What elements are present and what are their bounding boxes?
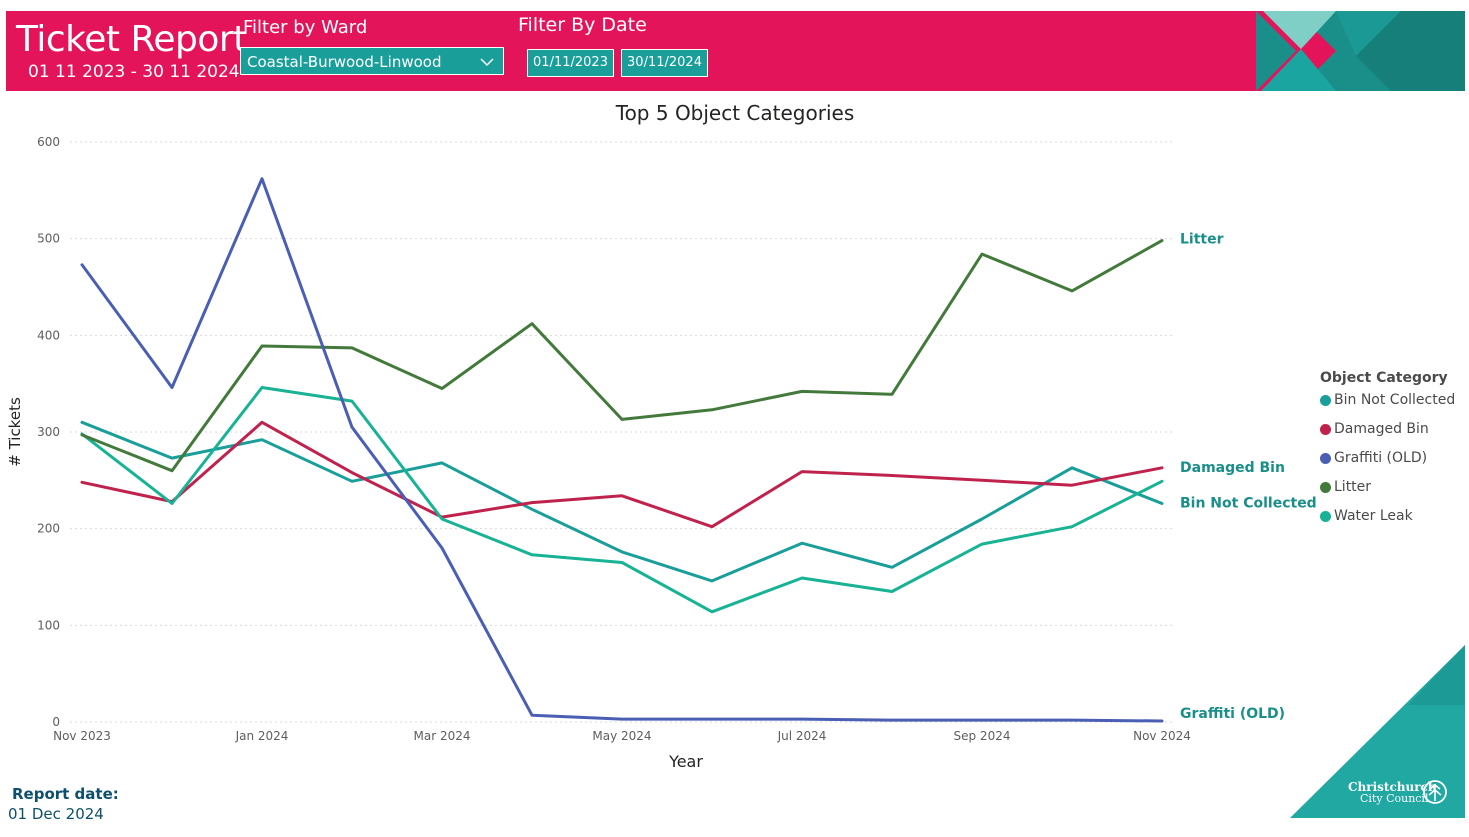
- header-banner: Ticket Report 01 11 2023 - 30 11 2024 Fi…: [6, 11, 1465, 91]
- legend-item-graffiti-old[interactable]: Graffiti (OLD): [1320, 450, 1465, 479]
- series-line-water-leak[interactable]: [80, 386, 1164, 614]
- legend-item-water-leak[interactable]: Water Leak: [1320, 508, 1465, 537]
- logo-text: City Council: [1360, 792, 1429, 805]
- y-tick-label: 400: [37, 328, 60, 342]
- report-date-label: Report date:: [12, 785, 119, 803]
- y-tick-label: 300: [37, 425, 60, 439]
- legend-item-bin-not-collected[interactable]: Bin Not Collected: [1320, 392, 1465, 421]
- x-axis-label: Year: [668, 752, 703, 771]
- legend-dot-icon: [1320, 424, 1331, 435]
- report-date-range: 01 11 2023 - 30 11 2024: [28, 62, 240, 82]
- logo-text: Christchurch: [1348, 780, 1437, 794]
- chart-legend: Object Category Bin Not Collected Damage…: [1320, 370, 1465, 537]
- x-tick-label: Sep 2024: [954, 729, 1011, 743]
- legend-dot-icon: [1320, 511, 1331, 522]
- start-date-input[interactable]: 01/11/2023: [527, 49, 614, 77]
- end-date-input[interactable]: 30/11/2024: [621, 49, 708, 77]
- series-end-label: Litter: [1180, 232, 1224, 248]
- legend-item-damaged-bin[interactable]: Damaged Bin: [1320, 421, 1465, 450]
- series-end-label: Damaged Bin: [1180, 460, 1285, 476]
- report-date-value: 01 Dec 2024: [8, 805, 104, 823]
- x-tick-label: Jan 2024: [235, 729, 289, 743]
- legend-label: Water Leak: [1334, 508, 1413, 524]
- header-decoration: [1256, 11, 1465, 91]
- series-line-graffiti-old[interactable]: [80, 177, 1164, 723]
- legend-dot-icon: [1320, 395, 1331, 406]
- series-end-label: Graffiti (OLD): [1180, 706, 1285, 722]
- x-tick-label: Nov 2024: [1133, 729, 1191, 743]
- x-tick-label: Nov 2023: [53, 729, 111, 743]
- ward-filter-label: Filter by Ward: [243, 17, 368, 38]
- x-tick-label: Jul 2024: [777, 729, 827, 743]
- series-line-damaged-bin[interactable]: [80, 420, 1164, 529]
- x-tick-label: Mar 2024: [414, 729, 471, 743]
- legend-dot-icon: [1320, 482, 1331, 493]
- y-tick-label: 100: [37, 618, 60, 632]
- corner-decoration: [1290, 645, 1465, 818]
- report-title: Ticket Report: [16, 19, 247, 60]
- legend-item-litter[interactable]: Litter: [1320, 479, 1465, 508]
- y-tick-label: 200: [37, 522, 60, 536]
- legend-label: Graffiti (OLD): [1334, 450, 1428, 466]
- date-filter-label: Filter By Date: [518, 14, 647, 36]
- ward-filter-value: Coastal-Burwood-Linwood: [247, 53, 442, 71]
- ward-filter-dropdown[interactable]: Coastal-Burwood-Linwood: [240, 47, 504, 75]
- y-tick-label: 600: [37, 135, 60, 149]
- series-line-bin-not-collected[interactable]: [80, 420, 1164, 583]
- x-tick-label: May 2024: [592, 729, 651, 743]
- legend-label: Damaged Bin: [1334, 421, 1429, 437]
- chevron-down-icon[interactable]: [479, 54, 495, 70]
- legend-label: Bin Not Collected: [1334, 392, 1456, 408]
- y-axis-label: # Tickets: [6, 397, 24, 467]
- series-end-label: Bin Not Collected: [1180, 496, 1317, 512]
- series-line-litter[interactable]: [80, 239, 1164, 473]
- council-logo-icon: [1423, 780, 1447, 804]
- legend-dot-icon: [1320, 453, 1331, 464]
- legend-title: Object Category: [1320, 370, 1448, 386]
- y-tick-label: 500: [37, 232, 60, 246]
- legend-label: Litter: [1334, 479, 1372, 495]
- chart-title: Top 5 Object Categories: [615, 101, 855, 125]
- y-tick-label: 0: [52, 715, 60, 729]
